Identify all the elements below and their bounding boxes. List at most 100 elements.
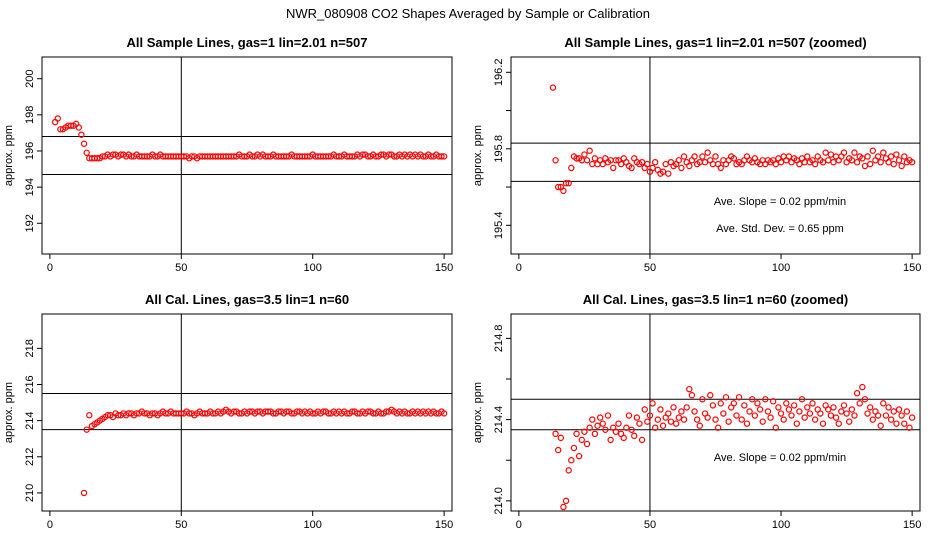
data-point [610, 164, 617, 172]
data-point [843, 410, 850, 417]
data-point [433, 410, 440, 417]
data-point [777, 158, 785, 166]
data-point [235, 410, 243, 417]
data-point [835, 420, 842, 427]
y-tick-label: 212 [24, 448, 36, 466]
data-point [809, 400, 816, 407]
data-point [99, 153, 106, 160]
data-point [699, 396, 706, 403]
data-point [804, 153, 811, 160]
plot-frame [41, 56, 453, 255]
data-point [93, 155, 101, 162]
data-point [735, 394, 743, 401]
data-point [772, 424, 780, 431]
data-point [348, 408, 356, 415]
panel-title: All Cal. Lines, gas=3.5 lin=1 n=60 [145, 292, 349, 307]
data-point [678, 408, 685, 415]
data-point [908, 158, 916, 166]
data-point [717, 400, 724, 407]
panel-4: All Cal. Lines, gas=3.5 lin=1 n=60 (zoom… [472, 292, 921, 531]
panel-title: All Sample Lines, gas=1 lin=2.01 n=507 [127, 35, 368, 50]
data-point [890, 408, 897, 415]
data-point [288, 410, 295, 417]
data-point [385, 151, 393, 158]
data-point [699, 153, 706, 160]
page-title: NWR_080908 CO2 Shapes Averaged by Sample… [286, 6, 650, 21]
data-point [780, 416, 787, 423]
data-point [651, 424, 659, 431]
y-axis-label: approx. ppm [3, 125, 15, 186]
data-point [720, 410, 727, 417]
data-point [696, 422, 703, 429]
data-point [657, 406, 664, 413]
data-point [906, 424, 913, 431]
annotation: Ave. Slope = 0.02 ppm/min [714, 196, 846, 208]
data-point [701, 158, 709, 166]
panel-2: All Sample Lines, gas=1 lin=2.01 n=507 (… [472, 35, 921, 274]
data-point [659, 422, 667, 429]
y-tick-label: 194 [24, 178, 36, 196]
y-tick-label: 192 [24, 214, 36, 232]
data-point [801, 158, 808, 166]
data-point [665, 410, 672, 417]
x-tick-label: 100 [772, 262, 790, 274]
data-point [769, 398, 777, 405]
data-point [840, 402, 848, 409]
data-point [806, 410, 814, 417]
data-point [688, 392, 696, 399]
data-point [264, 153, 272, 160]
data-point [86, 412, 93, 419]
x-tick-label: 0 [516, 519, 522, 531]
data-point [586, 424, 593, 431]
data-point [874, 412, 882, 419]
data-point [793, 420, 800, 427]
data-point [568, 164, 575, 172]
data-point [644, 160, 651, 168]
data-point [230, 408, 238, 415]
data-point [377, 410, 385, 417]
data-point [573, 430, 580, 438]
data-point [869, 416, 877, 423]
y-tick-label: 196.2 [493, 59, 505, 87]
data-point [383, 408, 390, 415]
y-axis-label: approx. ppm [472, 382, 484, 443]
data-point [848, 157, 856, 164]
y-tick-label: 218 [24, 339, 36, 357]
data-point [759, 418, 766, 425]
data-point [607, 436, 614, 444]
x-tick-label: 50 [644, 262, 656, 274]
data-point [749, 396, 756, 403]
data-point [675, 157, 682, 164]
data-point [662, 160, 669, 168]
data-point [57, 126, 64, 133]
data-point [359, 151, 366, 158]
data-point [783, 400, 790, 407]
data-point [552, 157, 559, 164]
data-point [901, 420, 908, 427]
data-point [704, 414, 711, 421]
data-point [895, 157, 903, 164]
data-point [562, 497, 570, 505]
data-point [80, 140, 88, 147]
data-point [404, 410, 411, 417]
data-point [178, 410, 185, 417]
data-point [201, 410, 209, 417]
data-point [54, 115, 61, 122]
data-point [589, 416, 596, 423]
data-point [754, 400, 761, 407]
data-point [709, 402, 717, 409]
data-point [602, 426, 609, 433]
data-point [707, 392, 714, 399]
data-point [861, 396, 869, 403]
data-point [578, 436, 585, 444]
data-point [788, 412, 795, 419]
data-point [686, 162, 693, 170]
x-tick-label: 50 [644, 519, 656, 531]
data-point [866, 404, 874, 411]
data-point [819, 420, 827, 427]
data-point [438, 153, 445, 160]
data-point [335, 153, 343, 160]
data-point [898, 412, 905, 419]
data-point [141, 410, 148, 417]
data-point [440, 153, 448, 160]
